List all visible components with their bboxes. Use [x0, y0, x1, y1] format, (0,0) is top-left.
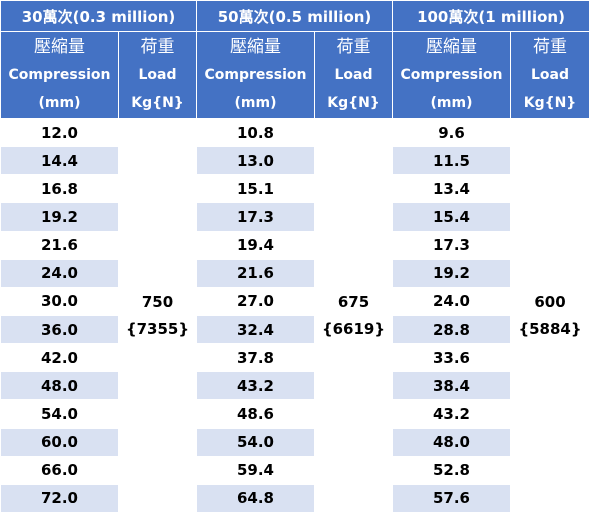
compression-cell: 54.0: [0, 399, 119, 429]
load-kg: 750: [141, 292, 174, 311]
compression-cell: 48.6: [196, 399, 315, 429]
load-kg: 675: [337, 292, 370, 311]
compression-cell: 27.0: [196, 286, 315, 316]
load-header: 荷重 Load Kg{N}: [314, 31, 393, 119]
compression-cell: 48.0: [392, 427, 511, 457]
compression-cell: 57.6: [392, 483, 511, 513]
compression-cell: 24.0: [0, 258, 119, 288]
compression-cell: 72.0: [0, 483, 119, 513]
column-header-row: 壓縮量 Compression (mm) 荷重 Load Kg{N} 壓縮量 C…: [0, 31, 589, 119]
compression-cell: 52.8: [392, 455, 511, 485]
compression-cell: 21.6: [0, 230, 119, 260]
load-cell: 750 {7355}: [118, 118, 197, 513]
compression-cell: 19.2: [0, 202, 119, 232]
compression-cell: 14.4: [0, 146, 119, 176]
compression-cell: 48.0: [0, 371, 119, 401]
table-row: 72.0 64.8 57.6: [0, 483, 589, 513]
compression-cell: 17.3: [196, 202, 315, 232]
compression-header: 壓縮量 Compression (mm): [0, 31, 119, 119]
load-newton: {5884}: [518, 319, 582, 338]
compression-cell: 37.8: [196, 343, 315, 373]
compression-cell: 54.0: [196, 427, 315, 457]
compression-cell: 60.0: [0, 427, 119, 457]
load-cell: 600 {5884}: [510, 118, 589, 513]
compression-cell: 10.8: [196, 117, 315, 148]
compression-cell: 38.4: [392, 371, 511, 401]
load-newton: {7355}: [125, 319, 190, 338]
compression-cell: 24.0: [392, 286, 511, 316]
compression-cell: 59.4: [196, 455, 315, 485]
compression-cell: 21.6: [196, 258, 315, 288]
compression-cell: 43.2: [196, 371, 315, 401]
compression-cell: 13.0: [196, 146, 315, 176]
compression-cell: 66.0: [0, 455, 119, 485]
group-title-row: 30萬次(0.3 million) 50萬次(0.5 million) 100萬…: [0, 0, 589, 32]
group-title-50w: 50萬次(0.5 million): [196, 0, 393, 32]
load-cell: 675 {6619}: [314, 118, 393, 513]
load-header: 荷重 Load Kg{N}: [510, 31, 589, 119]
compression-cell: 36.0: [0, 314, 119, 345]
compression-cell: 15.4: [392, 202, 511, 232]
compression-cell: 13.4: [392, 174, 511, 204]
table-row: 30.0 27.0 24.0: [0, 286, 589, 316]
compression-cell: 33.6: [392, 343, 511, 373]
load-header: 荷重 Load Kg{N}: [118, 31, 197, 119]
table-row: 12.0 750 {7355} 10.8 675 {6619} 9.6 600 {5884}: [0, 117, 589, 513]
load-kg: 600: [534, 292, 566, 311]
group-title-100w: 100萬次(1 million): [392, 0, 589, 32]
compression-cell: 11.5: [392, 146, 511, 176]
compression-cell: 28.8: [392, 314, 511, 345]
table-row: 60.0 54.0 48.0: [0, 427, 589, 457]
compression-cell: 16.8: [0, 174, 119, 204]
compression-cell: 30.0: [0, 286, 119, 316]
compression-cell: 42.0: [0, 343, 119, 373]
compression-cell: 15.1: [196, 174, 315, 204]
compression-cell: 32.4: [196, 314, 315, 345]
table-row: 42.0 37.8 33.6: [0, 343, 589, 373]
compression-cell: 19.2: [392, 258, 511, 288]
load-newton: {6619}: [321, 319, 386, 338]
table-row: 54.0 48.6 43.2: [0, 399, 589, 429]
table-row: 14.4 13.0 11.5: [0, 146, 589, 176]
compression-cell: 9.6: [392, 117, 511, 148]
table-row: 21.6 19.4 17.3: [0, 230, 589, 260]
table-row: 66.0 59.4 52.8: [0, 455, 589, 485]
compression-cell: 19.4: [196, 230, 315, 260]
table-body: 12.0 750 {7355} 10.8 675 {6619} 9.6 600 {5884} 14…: [0, 117, 589, 513]
compression-header: 壓縮量 Compression (mm): [392, 31, 511, 119]
compression-cell: 64.8: [196, 483, 315, 513]
compression-cell: 17.3: [392, 230, 511, 260]
group-title-30w: 30萬次(0.3 million): [0, 0, 197, 32]
table-row: 48.0 43.2 38.4: [0, 371, 589, 401]
compression-cell: 12.0: [0, 117, 119, 148]
table-row: 24.0 21.6 19.2: [0, 258, 589, 288]
compression-header: 壓縮量 Compression (mm): [196, 31, 315, 119]
table-row: 36.0 32.4 28.8: [0, 314, 589, 345]
table-row: 19.2 17.3 15.4: [0, 202, 589, 232]
compression-cell: 43.2: [392, 399, 511, 429]
table-row: 16.8 15.1 13.4: [0, 174, 589, 204]
